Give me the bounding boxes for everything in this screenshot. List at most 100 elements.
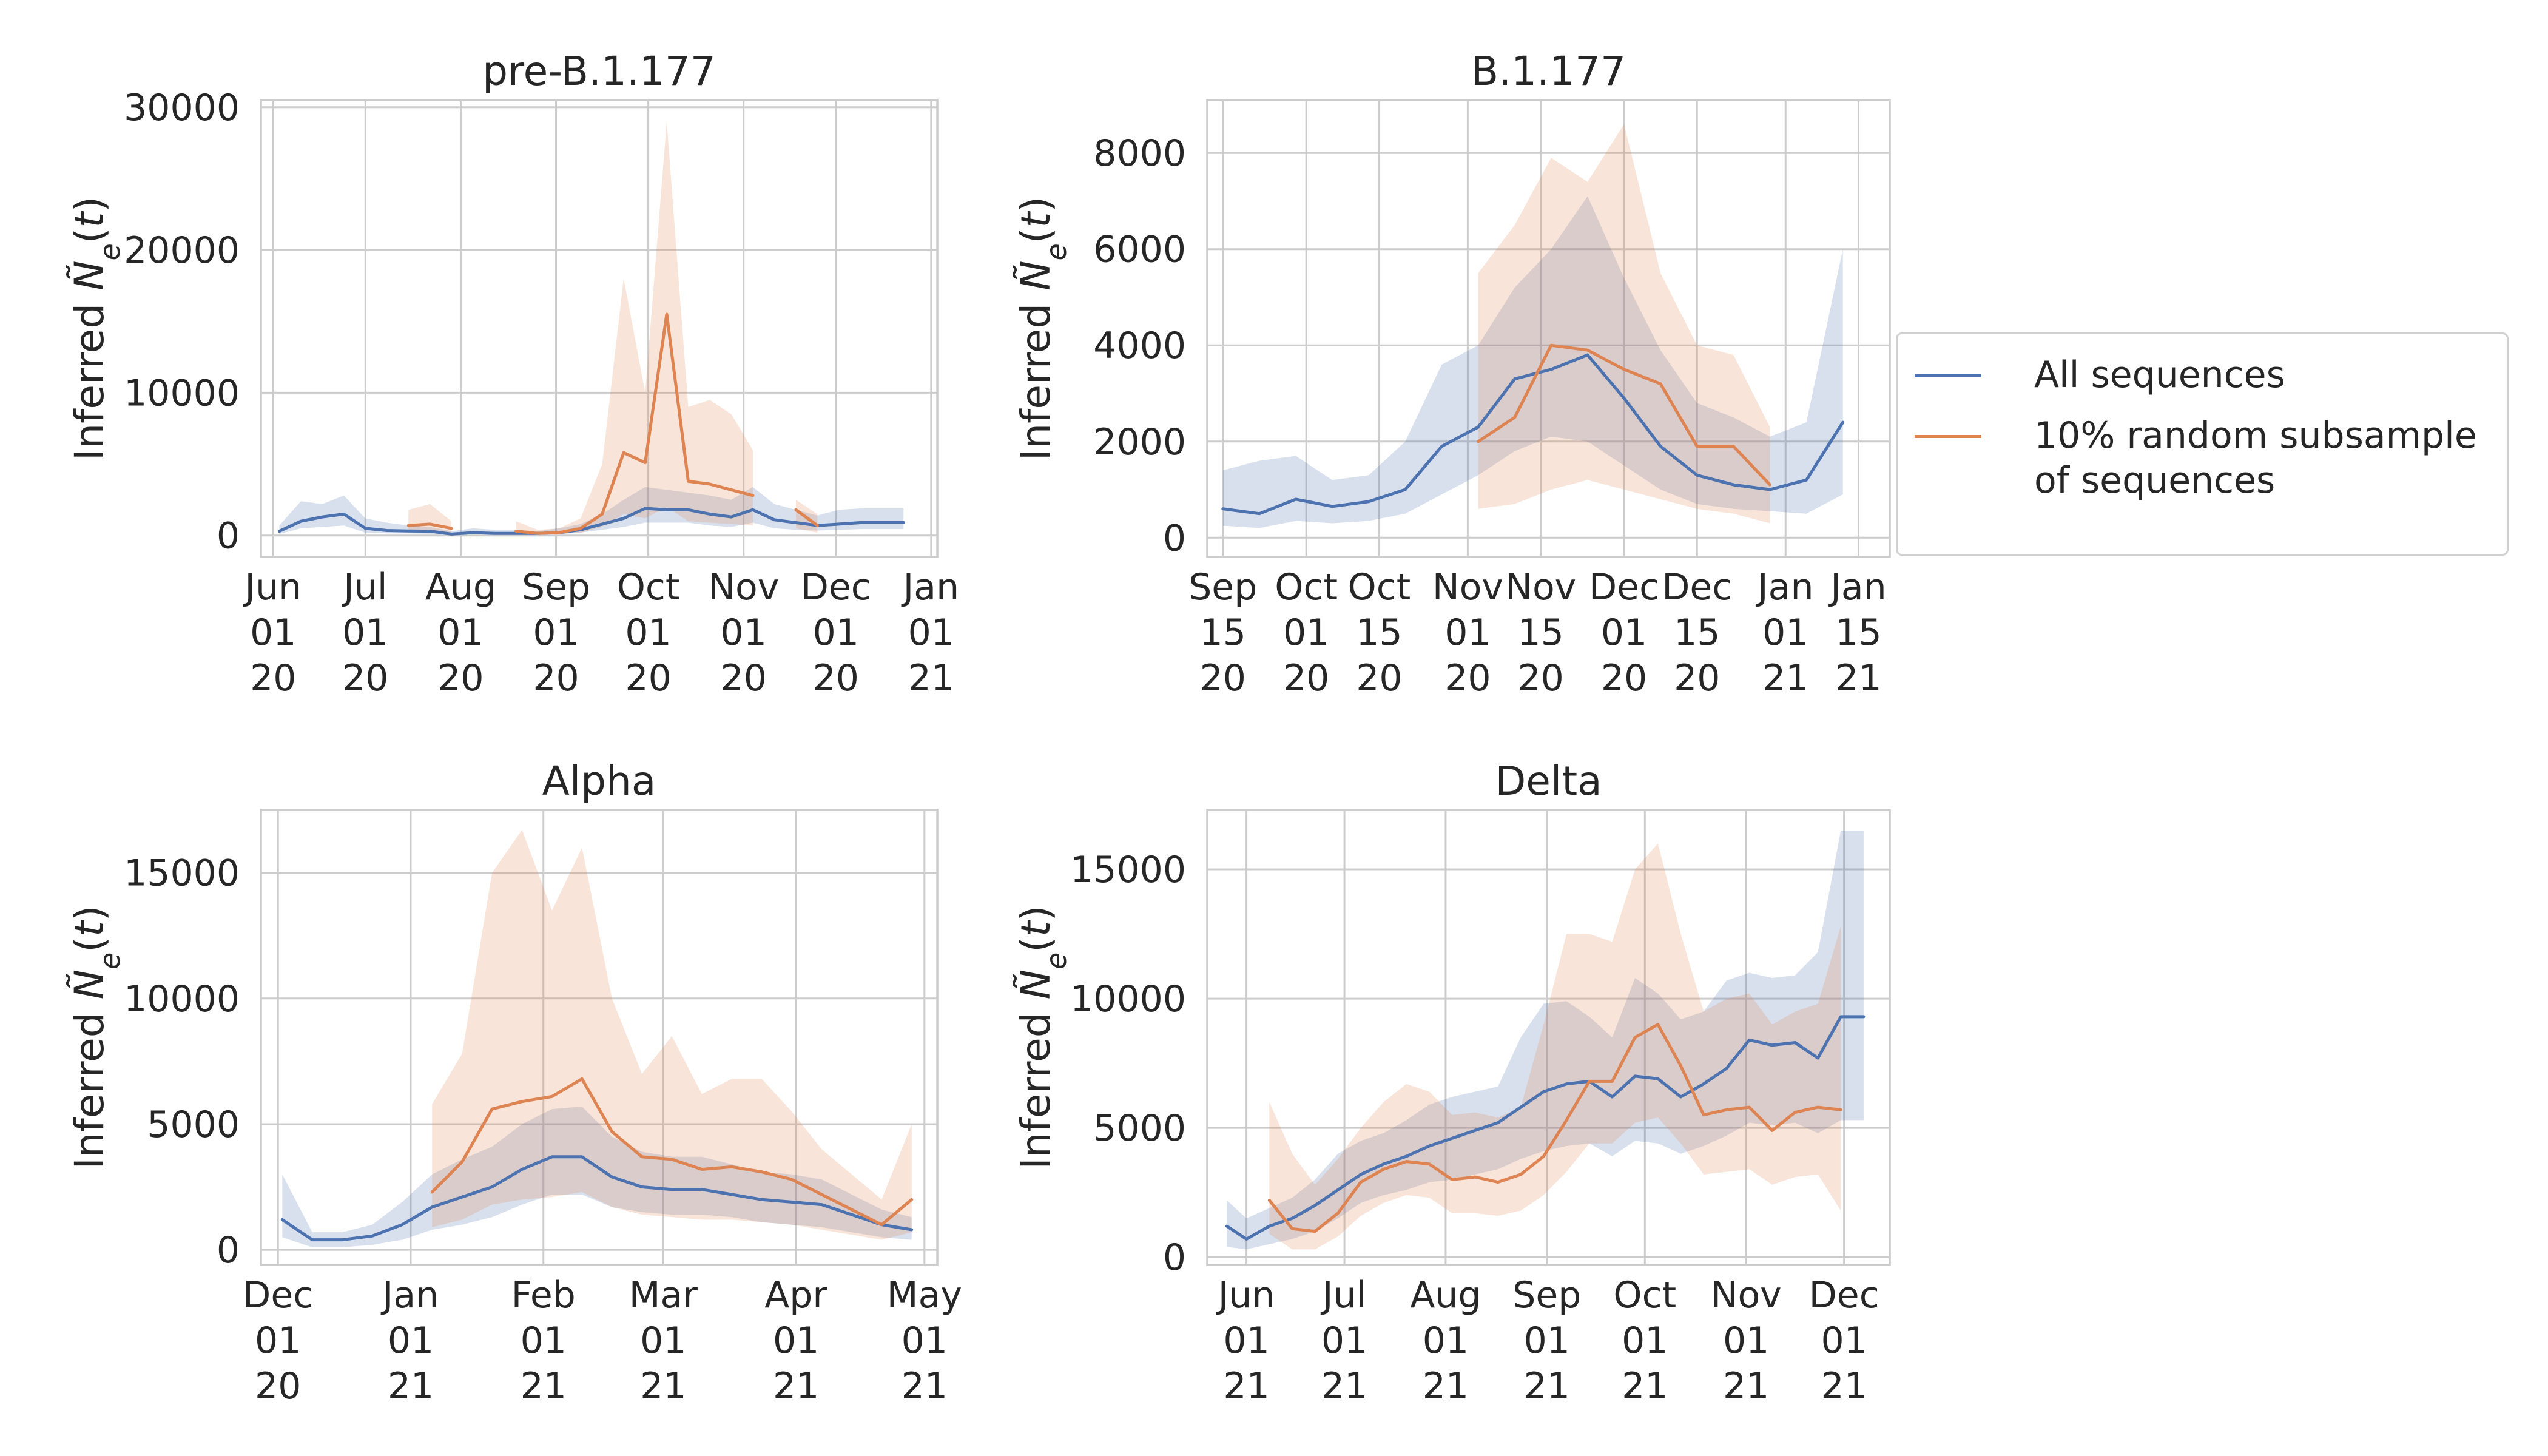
subplot-title: pre-B.1.177 [482, 48, 716, 95]
confidence-band-all-sequences [1222, 196, 1843, 528]
y-axis-label-part: Inferred [66, 291, 113, 460]
x-tick-label-line: 01 [902, 1320, 948, 1362]
y-axis-label-part: Inferred [1013, 999, 1059, 1169]
x-tick-label-line: 01 [1283, 612, 1329, 654]
confidence-band-10-random-subsample-of-sequences [516, 121, 753, 535]
x-tick-label-line: Sep [1188, 566, 1257, 608]
y-axis-label: Inferred Ñe(t) [66, 197, 126, 460]
x-tick-label: Mar 01 21 [629, 1274, 698, 1407]
x-tick-label: Dec 01 21 [1809, 1274, 1879, 1407]
y-tick-label: 10000 [1070, 978, 1186, 1020]
x-tick-label-line: 01 [250, 612, 296, 654]
x-tick-label-line: 21 [1835, 657, 1881, 699]
x-tick-label: Sep 01 20 [522, 566, 590, 699]
x-tick-label: Dec 15 20 [1662, 566, 1732, 699]
plot-frame [1206, 99, 1891, 558]
x-tick-label: Dec 01 20 [801, 566, 871, 699]
series-line-10-random-subsample-of-sequences [1477, 343, 1771, 487]
x-tick-label-line: 01 [1601, 612, 1647, 654]
x-tick-label-line: 01 [1321, 1320, 1367, 1362]
legend: All sequences 10% random subsample of se… [1896, 332, 2509, 556]
y-axis-label-part: ) [66, 197, 113, 212]
x-tick-label-line: 01 [721, 612, 767, 654]
y-axis-label-part: ( [66, 937, 113, 952]
y-tick-label: 0 [217, 515, 240, 558]
x-tick-label-line: Jan [380, 1274, 439, 1316]
x-tick-label: Jan 01 21 [901, 566, 960, 699]
x-tick-label-line: 01 [773, 1320, 819, 1362]
x-tick-label-line: Nov [1711, 1274, 1782, 1316]
y-tick-label: 15000 [1070, 849, 1186, 891]
x-tick-label-line: Oct [1613, 1274, 1676, 1316]
x-tick-label-line: Dec [1589, 566, 1659, 608]
x-tick-label-line: Jan [901, 566, 960, 608]
plot-frame [260, 809, 939, 1266]
x-tick-label-line: 01 [1223, 1320, 1269, 1362]
series-line-10-random-subsample-of-sequences [1267, 1023, 1842, 1233]
x-tick-label-line: 20 [342, 657, 388, 699]
x-tick-label-line: 21 [1524, 1365, 1570, 1407]
x-tick-label-line: 15 [1200, 612, 1246, 654]
x-tick-label-line: 01 [1524, 1320, 1570, 1362]
y-axis-label-part: t [1013, 211, 1059, 228]
x-tick-label-line: 01 [342, 612, 388, 654]
y-axis-label-part: e [1040, 243, 1073, 260]
x-tick-label-line: 21 [773, 1365, 819, 1407]
x-tick-label-line: Jan [1755, 566, 1814, 608]
x-tick-label: Nov 01 20 [708, 566, 779, 699]
y-axis-label-part: ( [1013, 228, 1059, 243]
x-tick-label: Nov 01 21 [1711, 1274, 1782, 1407]
x-tick-label-line: 20 [1356, 657, 1402, 699]
series-line-all-sequences [1225, 1015, 1866, 1241]
x-tick-label-line: Nov [708, 566, 779, 608]
x-tick-label-line: 01 [1762, 612, 1808, 654]
x-tick-label-line: 20 [533, 657, 579, 699]
x-tick-label-line: Sep [522, 566, 590, 608]
x-tick-label-line: 01 [625, 612, 671, 654]
x-tick-label-line: 15 [1517, 612, 1563, 654]
y-axis-label-part: e [93, 243, 126, 260]
confidence-band-all-sequences [282, 1107, 912, 1247]
x-tick-label-line: 15 [1674, 612, 1720, 654]
x-tick-label-line: Jul [341, 566, 387, 608]
x-tick-label-line: 21 [1723, 1365, 1769, 1407]
subplot-title: Alpha [542, 758, 656, 804]
x-tick-label-line: Oct [1348, 566, 1411, 608]
x-tick-label: Jun 01 21 [1216, 1274, 1275, 1407]
x-tick-label-line: 01 [1723, 1320, 1769, 1362]
x-tick-label-line: 20 [1200, 657, 1246, 699]
x-tick-label-line: Oct [617, 566, 680, 608]
x-tick-label-line: Dec [1809, 1274, 1879, 1316]
confidence-band-10-random-subsample-of-sequences [1478, 124, 1770, 524]
y-tick-label: 0 [1163, 517, 1186, 559]
y-axis-label-part: Ñ [66, 261, 113, 291]
y-axis-label-part: ( [1013, 937, 1059, 952]
x-tick-label: Dec 01 20 [1589, 566, 1659, 699]
x-tick-label: Jul 01 21 [1320, 1274, 1367, 1407]
x-tick-label: Jun 01 20 [242, 566, 302, 699]
plot-frame [1206, 809, 1891, 1266]
confidence-band-all-sequences [279, 487, 904, 535]
confidence-band-10-random-subsample-of-sequences [1269, 843, 1841, 1250]
x-tick-label-line: Jul [1320, 1274, 1366, 1316]
y-tick-label: 6000 [1093, 229, 1186, 271]
x-tick-label-line: 20 [437, 657, 484, 699]
x-tick-label-line: Jun [242, 566, 302, 608]
x-tick-label: Jul 01 20 [341, 566, 388, 699]
x-tick-label-line: Aug [425, 566, 496, 608]
y-axis-label-part: t [66, 211, 113, 228]
x-tick-label-line: Dec [243, 1274, 313, 1316]
x-tick-label-line: Dec [801, 566, 871, 608]
series-line-10-random-subsample-of-sequences [430, 1077, 914, 1227]
x-tick-label: Aug 01 20 [425, 566, 496, 699]
x-tick-label: Oct 01 21 [1613, 1274, 1676, 1407]
x-tick-label-line: 20 [250, 657, 296, 699]
x-tick-label-line: 15 [1835, 612, 1881, 654]
x-tick-label-line: 01 [1622, 1320, 1668, 1362]
y-axis-label-part: ) [1013, 905, 1059, 921]
x-tick-label-line: 20 [813, 657, 859, 699]
